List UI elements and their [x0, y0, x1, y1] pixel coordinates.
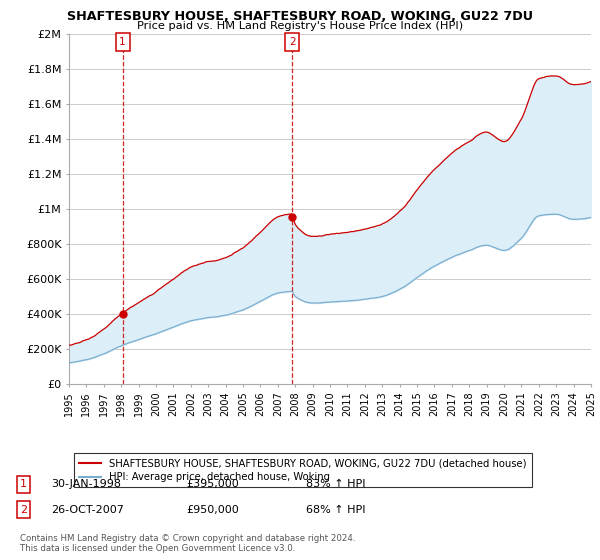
Text: 30-JAN-1998: 30-JAN-1998: [51, 479, 121, 489]
Text: Contains HM Land Registry data © Crown copyright and database right 2024.
This d: Contains HM Land Registry data © Crown c…: [20, 534, 355, 553]
Text: 68% ↑ HPI: 68% ↑ HPI: [306, 505, 365, 515]
Text: 26-OCT-2007: 26-OCT-2007: [51, 505, 124, 515]
Text: 2: 2: [20, 505, 27, 515]
Text: 2: 2: [289, 37, 295, 47]
Text: 1: 1: [119, 37, 126, 47]
Text: £395,000: £395,000: [186, 479, 239, 489]
Text: SHAFTESBURY HOUSE, SHAFTESBURY ROAD, WOKING, GU22 7DU: SHAFTESBURY HOUSE, SHAFTESBURY ROAD, WOK…: [67, 10, 533, 23]
Text: Price paid vs. HM Land Registry's House Price Index (HPI): Price paid vs. HM Land Registry's House …: [137, 21, 463, 31]
Text: £950,000: £950,000: [186, 505, 239, 515]
Text: 1: 1: [20, 479, 27, 489]
Legend: SHAFTESBURY HOUSE, SHAFTESBURY ROAD, WOKING, GU22 7DU (detached house), HPI: Ave: SHAFTESBURY HOUSE, SHAFTESBURY ROAD, WOK…: [74, 454, 532, 487]
Text: 83% ↑ HPI: 83% ↑ HPI: [306, 479, 365, 489]
